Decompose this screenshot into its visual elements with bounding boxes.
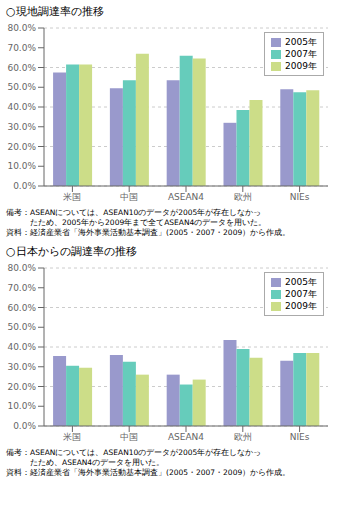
svg-text:10.0%: 10.0%	[8, 161, 36, 171]
svg-text:30.0%: 30.0%	[8, 362, 36, 372]
svg-text:10.0%: 10.0%	[8, 401, 36, 411]
svg-text:米国: 米国	[63, 432, 81, 442]
svg-text:NIEs: NIEs	[290, 432, 310, 442]
html-text:2009年: 2009年	[285, 301, 317, 311]
svg-text:40.0%: 40.0%	[8, 102, 36, 112]
svg-text:欧州: 欧州	[234, 192, 252, 202]
html-text:2009年: 2009年	[285, 61, 317, 71]
svg-text:ASEAN4: ASEAN4	[168, 432, 204, 442]
svg-text:60.0%: 60.0%	[8, 63, 36, 73]
html-text:2005年: 2005年	[285, 37, 317, 47]
html-text:2005年: 2005年	[285, 277, 317, 287]
svg-text:50.0%: 50.0%	[8, 322, 36, 332]
svg-text:80.0%: 80.0%	[8, 23, 36, 33]
svg-text:中国: 中国	[120, 432, 138, 442]
svg-text:70.0%: 70.0%	[8, 43, 36, 53]
html-text:○日本からの調達率の推移: ○日本からの調達率の推移	[6, 245, 137, 258]
svg-text:欧州: 欧州	[234, 432, 252, 442]
svg-text:20.0%: 20.0%	[8, 142, 36, 152]
html-text:2007年: 2007年	[285, 49, 317, 59]
svg-text:ASEAN4: ASEAN4	[168, 192, 204, 202]
svg-text:米国: 米国	[63, 192, 81, 202]
svg-text:60.0%: 60.0%	[8, 303, 36, 313]
svg-text:0.0%: 0.0%	[13, 181, 36, 191]
svg-text:中国: 中国	[120, 192, 138, 202]
svg-text:NIEs: NIEs	[290, 192, 310, 202]
html-text:2007年: 2007年	[285, 289, 317, 299]
svg-text:0.0%: 0.0%	[13, 421, 36, 431]
svg-text:30.0%: 30.0%	[8, 122, 36, 132]
svg-text:50.0%: 50.0%	[8, 82, 36, 92]
html-text:○現地調達率の推移: ○現地調達率の推移	[6, 5, 104, 18]
svg-text:20.0%: 20.0%	[8, 382, 36, 392]
html-text:備考：ASEANについては、ASEAN10のデータが2005: 備考：ASEANについては、ASEAN10のデータが2005年が存在しなかっ た…	[6, 448, 291, 477]
svg-text:40.0%: 40.0%	[8, 342, 36, 352]
svg-text:70.0%: 70.0%	[8, 283, 36, 293]
html-text:備考：ASEANについては、ASEAN10のデータが2005: 備考：ASEANについては、ASEAN10のデータが2005年が存在しなかっ た…	[6, 208, 291, 237]
svg-text:80.0%: 80.0%	[8, 263, 36, 273]
